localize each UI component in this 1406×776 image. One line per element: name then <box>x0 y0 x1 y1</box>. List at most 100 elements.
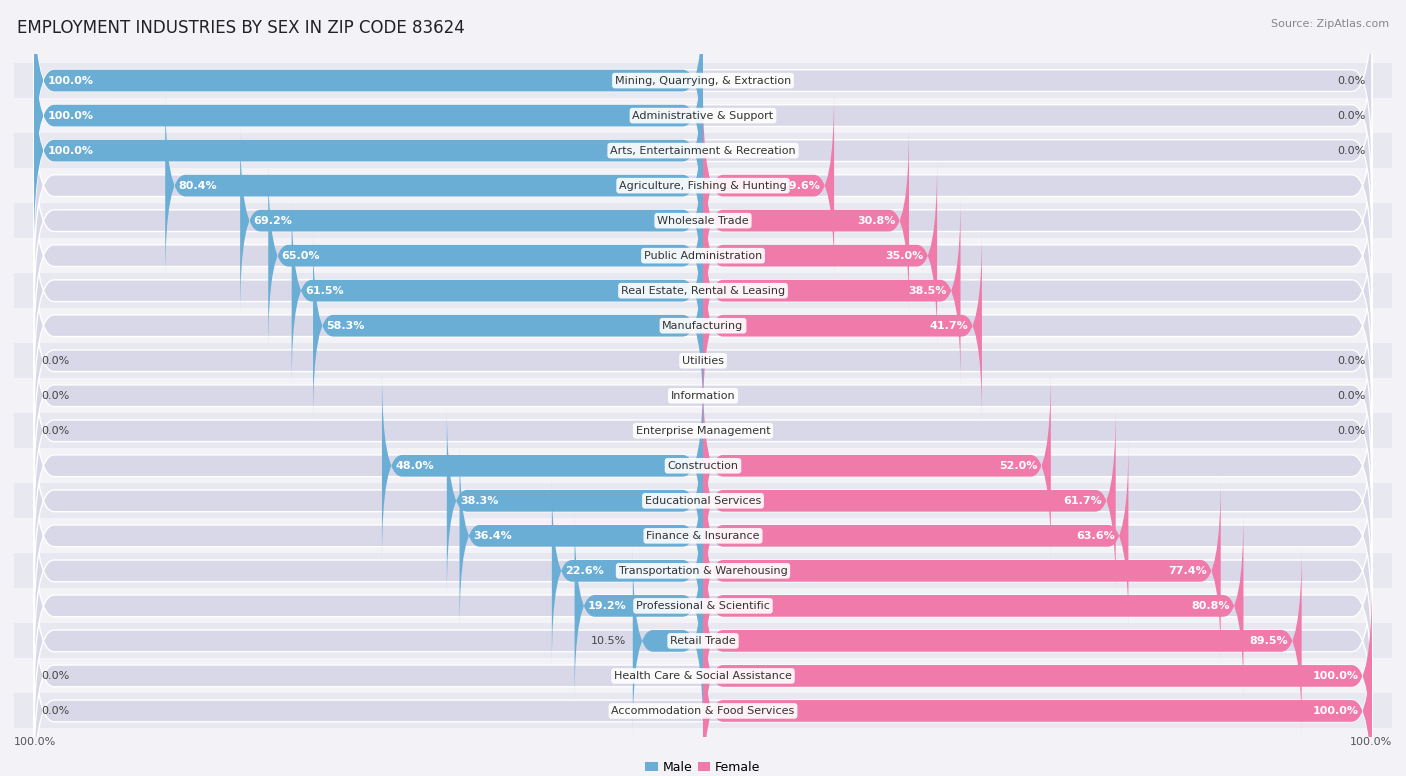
Text: 52.0%: 52.0% <box>1000 461 1038 471</box>
Text: Information: Information <box>671 391 735 400</box>
FancyBboxPatch shape <box>34 372 1372 560</box>
FancyBboxPatch shape <box>575 511 703 700</box>
FancyBboxPatch shape <box>703 547 1302 735</box>
Bar <box>14 623 1392 658</box>
Text: 0.0%: 0.0% <box>1337 75 1365 85</box>
FancyBboxPatch shape <box>34 582 1372 770</box>
FancyBboxPatch shape <box>460 442 703 630</box>
Text: 77.4%: 77.4% <box>1168 566 1208 576</box>
Text: 100.0%: 100.0% <box>1312 706 1358 716</box>
Text: 63.6%: 63.6% <box>1076 531 1115 541</box>
Bar <box>14 308 1392 343</box>
Bar <box>14 168 1392 203</box>
Bar <box>14 273 1392 308</box>
Bar <box>14 238 1392 273</box>
Text: Real Estate, Rental & Leasing: Real Estate, Rental & Leasing <box>621 286 785 296</box>
Text: 0.0%: 0.0% <box>1337 355 1365 365</box>
Text: 0.0%: 0.0% <box>1337 146 1365 156</box>
FancyBboxPatch shape <box>703 372 1050 560</box>
Text: Accommodation & Food Services: Accommodation & Food Services <box>612 706 794 716</box>
Bar <box>14 133 1392 168</box>
Bar <box>14 343 1392 378</box>
FancyBboxPatch shape <box>34 442 1372 630</box>
Text: 58.3%: 58.3% <box>326 320 364 331</box>
Text: 100.0%: 100.0% <box>48 75 94 85</box>
FancyBboxPatch shape <box>34 22 1372 210</box>
FancyBboxPatch shape <box>314 231 703 420</box>
Text: 0.0%: 0.0% <box>41 426 69 436</box>
Text: 48.0%: 48.0% <box>395 461 434 471</box>
FancyBboxPatch shape <box>703 126 910 315</box>
FancyBboxPatch shape <box>703 161 938 350</box>
Bar <box>14 378 1392 414</box>
FancyBboxPatch shape <box>551 476 703 665</box>
FancyBboxPatch shape <box>34 407 1372 595</box>
Text: 0.0%: 0.0% <box>41 671 69 681</box>
Text: Agriculture, Fishing & Hunting: Agriculture, Fishing & Hunting <box>619 181 787 191</box>
FancyBboxPatch shape <box>34 57 703 244</box>
Text: 65.0%: 65.0% <box>281 251 321 261</box>
FancyBboxPatch shape <box>633 547 703 735</box>
FancyBboxPatch shape <box>703 476 1220 665</box>
Text: 0.0%: 0.0% <box>1337 391 1365 400</box>
FancyBboxPatch shape <box>34 161 1372 350</box>
Text: 100.0%: 100.0% <box>14 737 56 747</box>
Text: 22.6%: 22.6% <box>565 566 605 576</box>
Text: Educational Services: Educational Services <box>645 496 761 506</box>
FancyBboxPatch shape <box>34 547 1372 735</box>
Text: 41.7%: 41.7% <box>929 320 969 331</box>
FancyBboxPatch shape <box>703 231 981 420</box>
Text: 80.8%: 80.8% <box>1191 601 1230 611</box>
Text: 30.8%: 30.8% <box>858 216 896 226</box>
Bar <box>14 694 1392 729</box>
FancyBboxPatch shape <box>703 617 1372 776</box>
Text: 38.3%: 38.3% <box>460 496 499 506</box>
Bar <box>14 414 1392 449</box>
Text: 100.0%: 100.0% <box>48 111 94 120</box>
Text: 36.4%: 36.4% <box>472 531 512 541</box>
Text: Mining, Quarrying, & Extraction: Mining, Quarrying, & Extraction <box>614 75 792 85</box>
Bar <box>14 553 1392 588</box>
FancyBboxPatch shape <box>34 126 1372 315</box>
Bar <box>14 483 1392 518</box>
Text: Transportation & Warehousing: Transportation & Warehousing <box>619 566 787 576</box>
Text: 80.4%: 80.4% <box>179 181 218 191</box>
Text: Manufacturing: Manufacturing <box>662 320 744 331</box>
FancyBboxPatch shape <box>34 302 1372 490</box>
Text: Utilities: Utilities <box>682 355 724 365</box>
Legend: Male, Female: Male, Female <box>641 756 765 776</box>
Text: 35.0%: 35.0% <box>886 251 924 261</box>
FancyBboxPatch shape <box>34 231 1372 420</box>
Text: Public Administration: Public Administration <box>644 251 762 261</box>
Bar <box>14 518 1392 553</box>
Text: 100.0%: 100.0% <box>1312 671 1358 681</box>
Text: 0.0%: 0.0% <box>1337 426 1365 436</box>
FancyBboxPatch shape <box>34 0 1372 175</box>
Text: Source: ZipAtlas.com: Source: ZipAtlas.com <box>1271 19 1389 29</box>
Text: Construction: Construction <box>668 461 738 471</box>
Text: 0.0%: 0.0% <box>1337 111 1365 120</box>
Text: Professional & Scientific: Professional & Scientific <box>636 601 770 611</box>
FancyBboxPatch shape <box>34 617 1372 776</box>
Text: Arts, Entertainment & Recreation: Arts, Entertainment & Recreation <box>610 146 796 156</box>
FancyBboxPatch shape <box>447 407 703 595</box>
Text: 89.5%: 89.5% <box>1250 636 1288 646</box>
Bar <box>14 98 1392 133</box>
Text: 100.0%: 100.0% <box>1350 737 1392 747</box>
Text: Retail Trade: Retail Trade <box>671 636 735 646</box>
FancyBboxPatch shape <box>269 161 703 350</box>
Text: Health Care & Social Assistance: Health Care & Social Assistance <box>614 671 792 681</box>
Text: 61.7%: 61.7% <box>1063 496 1102 506</box>
Bar <box>14 449 1392 483</box>
Text: 61.5%: 61.5% <box>305 286 343 296</box>
FancyBboxPatch shape <box>34 0 703 175</box>
Text: 19.6%: 19.6% <box>782 181 821 191</box>
Text: 100.0%: 100.0% <box>48 146 94 156</box>
Bar <box>14 658 1392 694</box>
FancyBboxPatch shape <box>703 196 960 385</box>
FancyBboxPatch shape <box>34 266 1372 455</box>
FancyBboxPatch shape <box>34 92 1372 280</box>
FancyBboxPatch shape <box>703 92 834 280</box>
Text: 0.0%: 0.0% <box>41 706 69 716</box>
Text: 0.0%: 0.0% <box>41 355 69 365</box>
